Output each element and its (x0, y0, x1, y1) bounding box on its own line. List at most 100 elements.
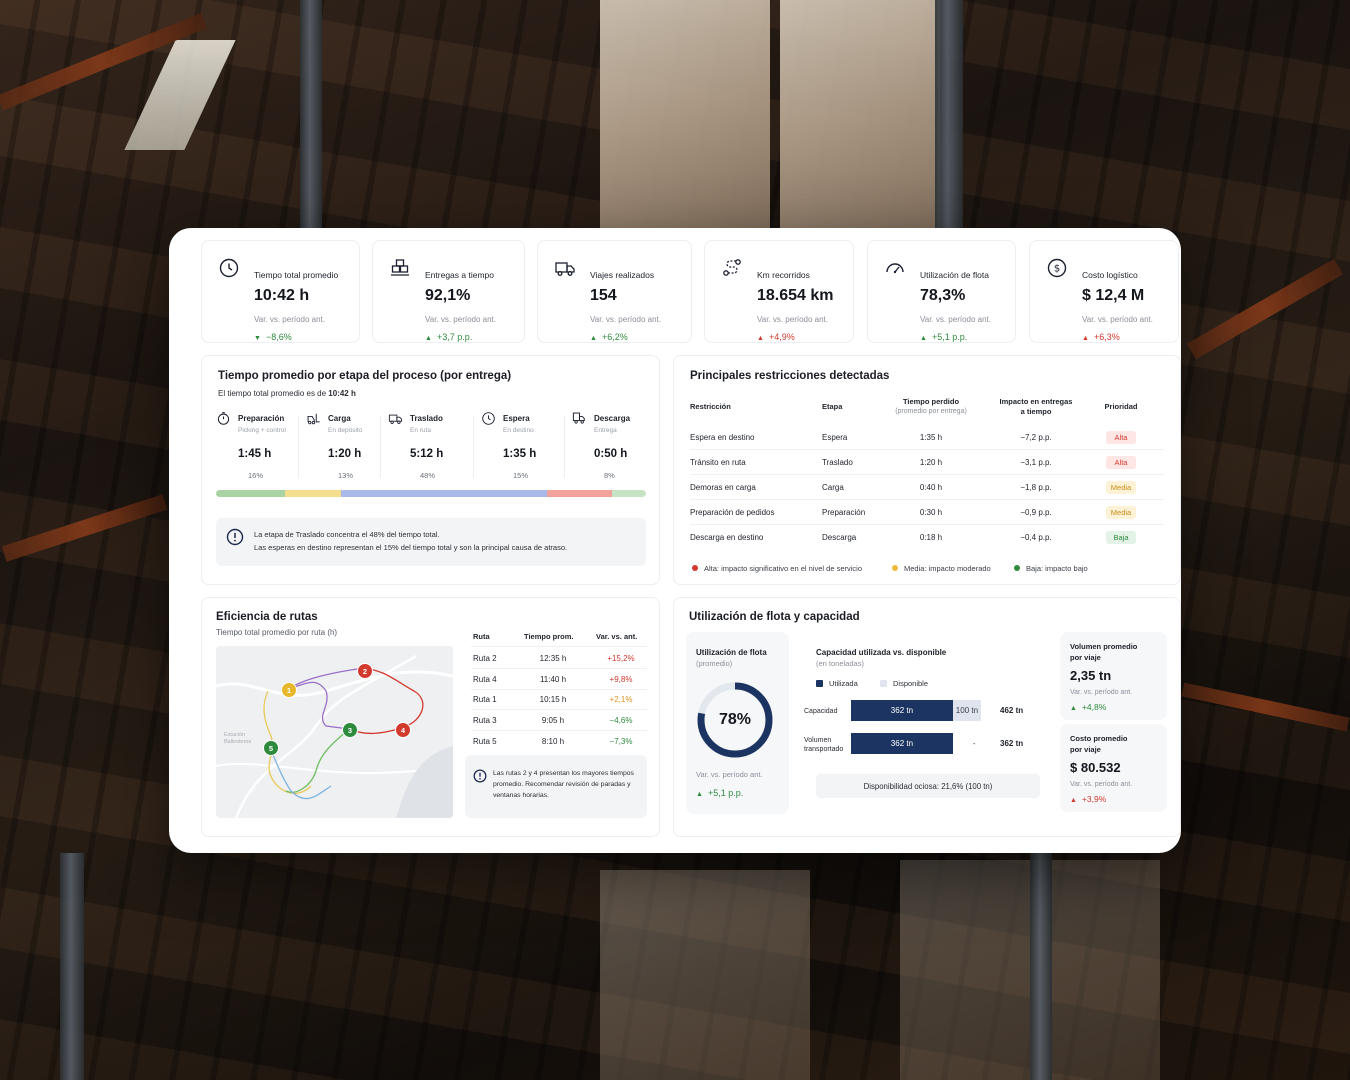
side-sub: Var. vs. período ant. (1070, 689, 1133, 696)
legend-label: Baja: impacto bajo (1026, 564, 1088, 573)
capacity-card: Capacidad utilizada vs. disponible (en t… (804, 632, 1044, 814)
col-tiempo-sub: (promedio por entrega) (895, 408, 967, 415)
capacity-idle: Disponibilidad ociosa: 21,6% (100 tn) (816, 774, 1040, 798)
dashboard-panel: Tiempo total promedio 10:42 h Var. vs. per… (169, 228, 1181, 853)
route-var: +15,2% (607, 654, 635, 663)
side-label-line2: por viaje (1070, 653, 1101, 662)
routes-note-line2: promedio. Recomendar revisión de paradas… (493, 781, 631, 788)
capacity-row-label-line1: Volumen (804, 737, 832, 744)
fleet-side-card: Volumen promedio por viaje 2,35 tn Var. vs.… (1060, 632, 1167, 720)
process-note: La etapa de Traslado concentra el 48% de… (216, 518, 646, 566)
stage-icon-wrap (216, 411, 231, 426)
boxes-icon (391, 259, 409, 276)
rack-beam (1181, 682, 1350, 732)
legend-free-label: Disponible (893, 679, 929, 688)
kpi-icon-wrap (218, 257, 240, 279)
route-icon (723, 259, 741, 276)
stage-bar-segment (284, 490, 341, 497)
arrow-up-icon: ▲ (757, 335, 764, 342)
side-sub: Var. vs. período ant. (1070, 781, 1133, 788)
kpi-value: 78,3% (920, 287, 966, 304)
route-row-divider (471, 668, 647, 669)
route-name[interactable]: Ruta 1 (473, 695, 497, 705)
kpi-card: Utilización de flota 78,3% Var. vs. períod… (867, 240, 1016, 343)
capacity-row-label: Capacidad (804, 707, 837, 716)
routes-col-ruta: Ruta (473, 632, 490, 641)
stage-name: Descarga (594, 414, 631, 423)
priority-badge: Baja (1106, 531, 1136, 544)
stage-bar-segment (611, 490, 646, 497)
kpi-sub: Var. vs. período ant. (757, 315, 829, 324)
fleet-util-delta: ▲ +5,1 p.p. (696, 788, 744, 798)
map-place-label: Estación Ballesteros (224, 732, 252, 745)
stage-name: Preparación (238, 414, 285, 423)
kpi-delta-text: +5,1 p.p. (931, 332, 968, 342)
stage-preparación: Preparación Picking + control 1:45 h 16% (216, 411, 306, 481)
kpi-delta: ▲ +6,2% (590, 332, 628, 342)
stage-name: Carga (328, 414, 351, 423)
kpi-sub: Var. vs. período ant. (425, 315, 497, 324)
capacity-total: 362 tn (1000, 739, 1024, 748)
row-divider (690, 524, 1164, 525)
rack-beam (1186, 258, 1344, 360)
stage-desc: Picking + control (238, 427, 286, 434)
kpi-delta: ▲ +6,3% (1082, 332, 1120, 342)
fleet-util-value: 78% (718, 711, 752, 728)
restriccion-cell: Tránsito en ruta (690, 458, 746, 467)
etapa-cell: Preparación (822, 508, 866, 517)
stage-time: 0:50 h (594, 448, 628, 460)
route-marker-5[interactable]: 5 (263, 740, 279, 756)
fleet-util-var-label: Var. vs. período ant. (696, 770, 763, 779)
kpi-icon-wrap (389, 257, 411, 279)
skylight (124, 40, 236, 150)
kpi-label: Km recorridos (757, 270, 810, 280)
kpi-sub: Var. vs. período ant. (590, 315, 662, 324)
stage-pct: 13% (338, 471, 354, 480)
arrow-up-icon: ▲ (425, 335, 432, 342)
route-marker-1[interactable]: 1 (281, 682, 297, 698)
capacity-row-label-line2: transportado (804, 746, 844, 753)
arrow-up-icon: ▲ (1082, 335, 1089, 342)
col-tiempo: Tiempo perdido (promedio por entrega) (881, 397, 981, 417)
fleet-util-donut (697, 682, 773, 758)
rack-beam (1, 494, 168, 562)
legend-free-swatch (880, 680, 887, 687)
routes-map[interactable]: Estación Ballesteros 1 2 3 4 5 (216, 646, 453, 818)
capacity-rows: Capacidad 362 tn 100 tn 462 tn Volumen transp… (804, 632, 1044, 814)
priority-badge: Alta (1106, 431, 1136, 444)
route-row-divider (471, 730, 647, 732)
route-marker-2[interactable]: 2 (357, 663, 373, 679)
route-marker-3[interactable]: 3 (342, 722, 358, 738)
kpi-delta: ▲ +3,7 p.p. (425, 332, 472, 342)
kpi-card: Entregas a tiempo 92,1% Var. vs. período a… (372, 240, 525, 343)
kpi-label: Tiempo total promedio (254, 270, 339, 280)
fleet-util-card: Utilización de flota (promedio) 78% Var.… (686, 632, 789, 814)
restriccion-cell: Espera en destino (690, 433, 755, 442)
route-name[interactable]: Ruta 3 (473, 716, 497, 726)
side-delta-text: +3,9% (1081, 794, 1107, 804)
route-marker-4[interactable]: 4 (395, 722, 411, 738)
legend-dot (1014, 565, 1020, 571)
route-name[interactable]: Ruta 2 (473, 654, 497, 663)
kpi-icon-wrap (721, 257, 743, 279)
legend-dot (692, 565, 698, 571)
route-time: 8:10 h (541, 736, 565, 746)
route-name[interactable]: Ruta 4 (473, 674, 497, 684)
tiempo-cell: 1:20 h (919, 458, 943, 467)
route-name[interactable]: Ruta 5 (473, 736, 497, 746)
stage-time: 1:35 h (503, 448, 537, 460)
kpi-delta: ▲ +4,9% (757, 332, 795, 342)
kpi-card: Km recorridos 18.654 km Var. vs. período a… (704, 240, 854, 343)
kpi-value: 154 (590, 287, 617, 304)
routes-col-var: Var. vs. ant. (596, 632, 638, 641)
tiempo-cell: 1:35 h (919, 433, 943, 442)
info-icon (473, 769, 487, 783)
stage-icon-wrap (306, 411, 321, 426)
route-var: +9,8% (609, 674, 633, 684)
kpi-label: Costo logístico (1082, 270, 1138, 280)
stopwatch-icon (217, 412, 230, 425)
routes-note-line3: ventanas horarias. (493, 792, 549, 799)
fleet-card: Utilización de flota y capacidad Utiliza… (673, 597, 1181, 837)
capacity-used-bar: 362 tn (851, 733, 953, 754)
routes-title: Eficiencia de rutas (216, 611, 318, 623)
